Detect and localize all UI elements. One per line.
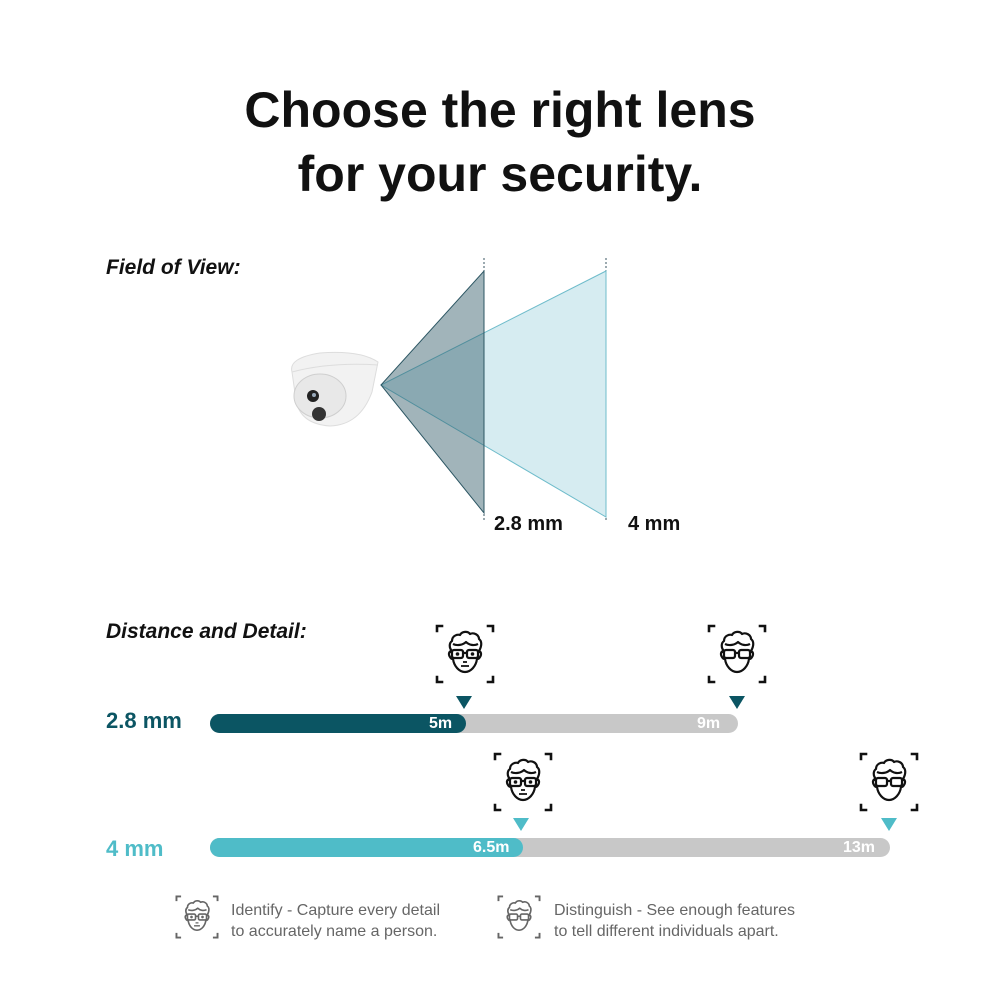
identify-distance: 6.5m <box>473 839 510 856</box>
distinguish-distance: 13m <box>843 839 876 856</box>
distinguish-face-icon <box>859 752 919 812</box>
distinguish-distance: 9m <box>697 715 721 732</box>
fov-label-2.8: 2.8 mm <box>494 513 563 535</box>
identify-marker <box>456 696 472 709</box>
headline: Choose the right lens for your security. <box>244 82 756 202</box>
identify-range-fill <box>210 838 523 857</box>
fov-heading: Field of View: <box>106 256 241 279</box>
identify-range-fill <box>210 714 466 733</box>
fov-label-4: 4 mm <box>628 513 681 535</box>
row-label-2.8: 2.8 mm <box>106 708 182 733</box>
identify-face-icon <box>435 624 495 684</box>
fov-4mm-cone <box>379 270 607 518</box>
row-label-4: 4 mm <box>106 836 164 861</box>
range-bar-2.8: 5m 9m <box>210 714 738 733</box>
distinguish-face-icon <box>707 624 767 684</box>
distinguish-legend-icon <box>497 895 541 939</box>
distinguish-marker <box>729 696 745 709</box>
dome-camera <box>291 351 379 427</box>
range-bar-4: 6.5m 13m <box>210 838 890 857</box>
identify-marker <box>513 818 529 831</box>
fov-2.8mm-cone <box>380 269 485 515</box>
identify-legend-icon <box>175 895 219 939</box>
identify-face-icon <box>493 752 553 812</box>
distinguish-marker <box>881 818 897 831</box>
distance-heading: Distance and Detail: <box>106 620 307 643</box>
identify-legend-text: Identify - Capture every detail to accura… <box>231 902 440 940</box>
identify-distance: 5m <box>429 715 453 732</box>
distinguish-legend-text: Distinguish - See enough features to tell… <box>554 902 796 940</box>
